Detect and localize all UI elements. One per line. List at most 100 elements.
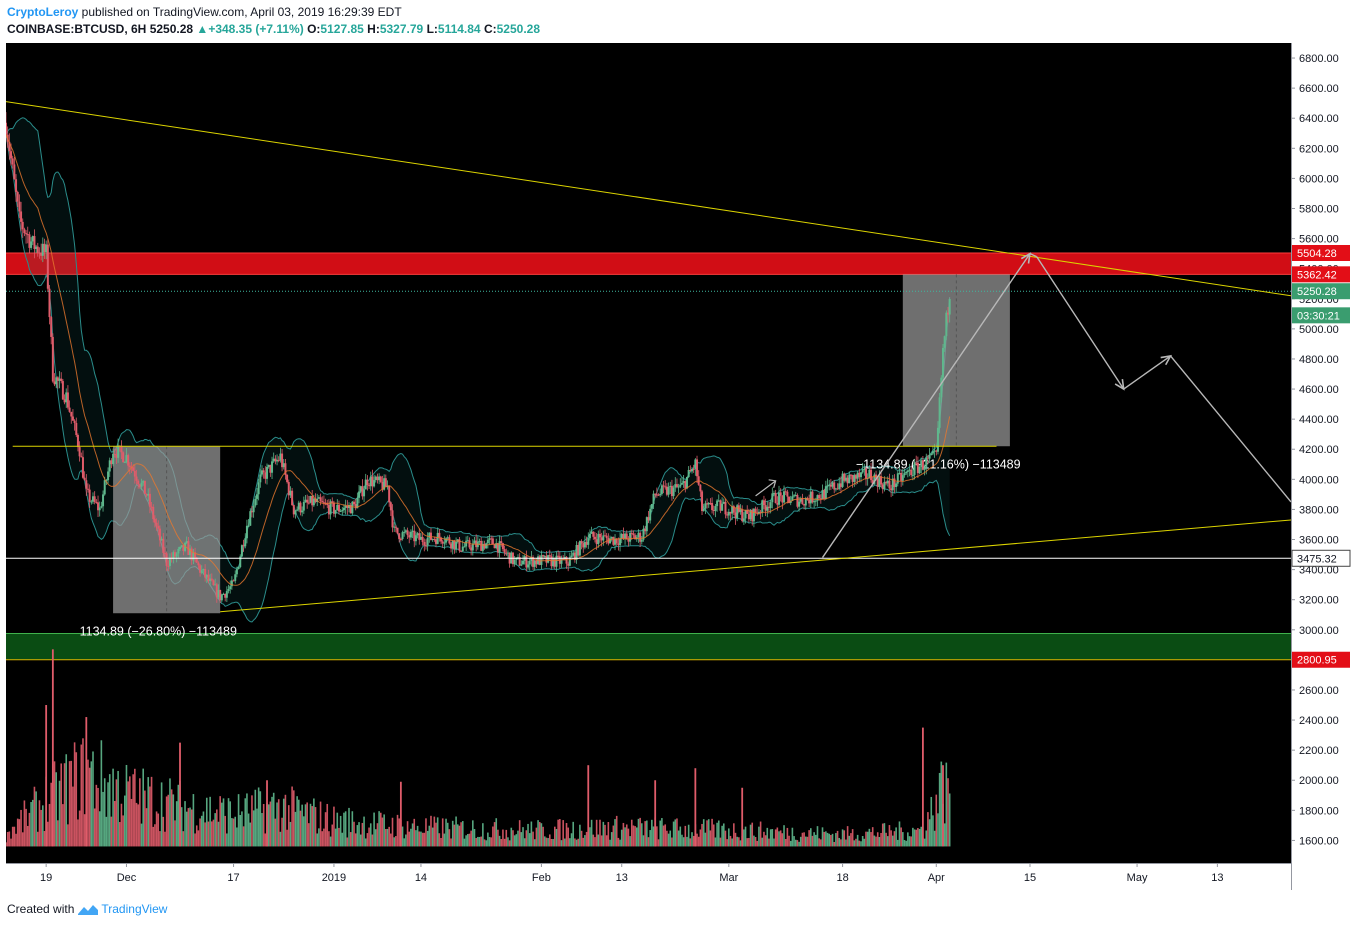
volume-bar bbox=[33, 786, 36, 847]
candle-body bbox=[440, 537, 443, 542]
candle-body bbox=[117, 445, 120, 458]
volume-bar bbox=[410, 828, 412, 847]
candle-body bbox=[624, 533, 627, 539]
volume-bar bbox=[234, 816, 237, 847]
volume-bar bbox=[182, 831, 185, 847]
candle-body bbox=[429, 532, 432, 540]
chart-area[interactable]: 6800.00 6600.00 6400.00 6200.00 6000.00 5800.… bbox=[6, 43, 1351, 890]
low-value: 5114.84 bbox=[437, 22, 481, 36]
candle-body bbox=[103, 480, 106, 495]
volume-bar bbox=[386, 828, 389, 847]
volume-bar bbox=[18, 819, 21, 847]
price-chart[interactable]: 6800.00 6600.00 6400.00 6200.00 6000.00 5800.… bbox=[6, 43, 1351, 890]
candle-body bbox=[572, 552, 575, 556]
volume-bar bbox=[154, 824, 156, 847]
candle-body bbox=[409, 531, 412, 538]
volume-bar bbox=[538, 822, 541, 847]
price-axis-badge bbox=[1292, 307, 1350, 324]
candle-body bbox=[302, 502, 305, 511]
volume-bar bbox=[47, 821, 49, 847]
candle-body bbox=[207, 574, 210, 581]
candle-body bbox=[416, 533, 419, 536]
volume-bar bbox=[169, 778, 171, 847]
candle-body bbox=[863, 468, 866, 470]
volume-bar bbox=[836, 830, 839, 847]
candle-body bbox=[237, 566, 240, 570]
candle-body bbox=[854, 475, 857, 479]
volume-bar bbox=[276, 802, 278, 847]
volume-bar bbox=[609, 839, 611, 847]
volume-bar bbox=[801, 832, 804, 847]
volume-bar bbox=[187, 808, 190, 847]
tradingview-brand-link[interactable]: TradingView bbox=[101, 902, 168, 916]
candle-body bbox=[900, 472, 903, 481]
candle-body bbox=[670, 485, 673, 497]
volume-bar bbox=[738, 837, 740, 847]
volume-bar bbox=[602, 821, 605, 847]
projection-path bbox=[821, 252, 1292, 558]
candle-body bbox=[359, 486, 362, 492]
volume-bar bbox=[674, 819, 677, 847]
candle-body bbox=[158, 528, 161, 541]
open-label: O: bbox=[307, 22, 321, 36]
volume-bar bbox=[865, 831, 867, 847]
candle-body bbox=[334, 510, 337, 514]
close-value: 5250.28 bbox=[496, 22, 541, 36]
candle-body bbox=[8, 141, 11, 152]
candle-body bbox=[578, 541, 581, 556]
candle-body bbox=[225, 591, 228, 598]
candle-body bbox=[71, 416, 74, 421]
volume-bar bbox=[319, 801, 322, 847]
volume-bar bbox=[58, 780, 61, 847]
volume-bar bbox=[301, 804, 303, 847]
volume-bar bbox=[620, 829, 623, 847]
volume-bar bbox=[908, 836, 911, 847]
volume-bar bbox=[582, 837, 585, 847]
candle-body bbox=[582, 543, 585, 548]
projection-segment bbox=[1036, 256, 1125, 390]
candle-body bbox=[547, 555, 550, 563]
volume-bar bbox=[334, 828, 337, 847]
volume-bar bbox=[798, 841, 800, 847]
time-tick-label: 14 bbox=[415, 872, 427, 884]
price-tick-label: 6400.00 bbox=[1299, 113, 1339, 125]
volume-bar bbox=[692, 835, 695, 847]
trendline bbox=[6, 101, 1292, 297]
candle-body bbox=[486, 539, 489, 544]
volume-bar bbox=[554, 826, 556, 847]
candle-body bbox=[741, 509, 744, 521]
candle-body bbox=[506, 552, 509, 554]
volume-bar bbox=[851, 829, 854, 847]
volume-bar bbox=[577, 838, 580, 847]
volume-bar bbox=[174, 820, 176, 847]
volume-bar bbox=[548, 834, 551, 847]
time-tick-label: 19 bbox=[40, 872, 52, 884]
candle-body bbox=[836, 488, 839, 490]
volume-bar bbox=[192, 794, 195, 847]
candle-body bbox=[155, 522, 158, 526]
volume-bar bbox=[53, 761, 56, 847]
volume-bar bbox=[226, 833, 228, 847]
volume-bar bbox=[565, 823, 568, 847]
volume-bar bbox=[707, 819, 710, 847]
volume-bar bbox=[100, 740, 103, 847]
volume-bar bbox=[408, 831, 411, 847]
author-link[interactable]: CryptoLeroy bbox=[7, 5, 79, 19]
volume-bar bbox=[401, 826, 404, 847]
volume-bar bbox=[378, 811, 380, 847]
candle-body bbox=[458, 539, 461, 551]
candle-body bbox=[600, 537, 603, 541]
candle-body bbox=[339, 511, 342, 513]
candle-body bbox=[818, 495, 821, 499]
volume-bar bbox=[10, 838, 12, 847]
candle-body bbox=[301, 510, 304, 513]
candle-body bbox=[73, 420, 76, 423]
volume-bar bbox=[287, 805, 290, 847]
volume-bar bbox=[891, 835, 894, 847]
volume-bar bbox=[190, 809, 193, 847]
candle-body bbox=[948, 298, 951, 315]
candle-body bbox=[266, 466, 269, 479]
candle-body bbox=[269, 464, 272, 473]
volume-bar bbox=[927, 812, 929, 847]
volume-bar bbox=[475, 837, 477, 847]
